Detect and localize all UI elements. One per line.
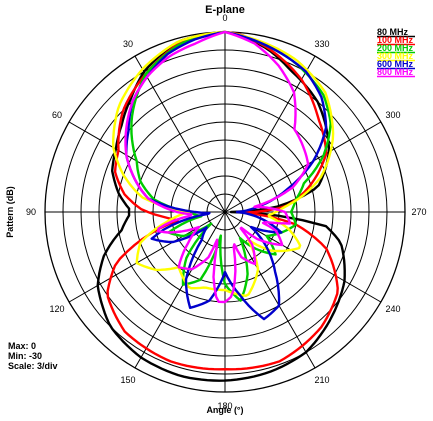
x-axis-label: Angle (°) (206, 405, 243, 415)
series-line-100-mhz (106, 30, 339, 371)
series-layer (96, 30, 346, 382)
angle-label: 300 (385, 110, 400, 120)
legend-entry: 100 MHz (377, 35, 414, 45)
angle-label: 240 (385, 304, 400, 314)
scale-label: Scale: 3/div (8, 361, 58, 371)
polar-grid (44, 31, 406, 393)
legend-entry: 300 MHz (377, 51, 414, 61)
angle-label: 120 (49, 304, 64, 314)
grid-spoke (68, 121, 226, 213)
angle-label: 0 (222, 13, 227, 23)
legend-entry: 200 MHz (377, 43, 414, 53)
y-axis-label: Pattern (dB) (5, 186, 15, 238)
chart-title: E-plane (205, 4, 245, 16)
grid-spoke (134, 211, 226, 369)
angle-label: 60 (52, 110, 62, 120)
angle-label: 30 (123, 39, 133, 49)
angle-label: 90 (26, 207, 36, 217)
series-line-300-mhz (112, 30, 335, 297)
grid-spoke (224, 211, 382, 303)
angle-label: 210 (314, 375, 329, 385)
max-label: Max: 0 (8, 341, 36, 351)
angle-label: 330 (314, 39, 329, 49)
series-line-200-mhz (130, 30, 332, 302)
legend-entry: 600 MHz (377, 59, 414, 69)
grid-spoke (224, 121, 382, 213)
legend-entry: 800 MHz (377, 67, 414, 77)
angle-label: 270 (411, 207, 426, 217)
angle-label: 180 (217, 401, 232, 411)
series-line-800-mhz (124, 30, 310, 304)
angle-tick-labels: 0 30 60 90 120 150 180 210 240 270 300 330 (26, 13, 427, 411)
angle-label: 150 (120, 375, 135, 385)
series-line-80-mhz (96, 30, 346, 382)
grid-spoke (224, 55, 316, 213)
min-label: Min: -30 (8, 351, 42, 361)
grid-spoke (134, 55, 226, 213)
legend-entry: 80 MHz (377, 27, 409, 37)
